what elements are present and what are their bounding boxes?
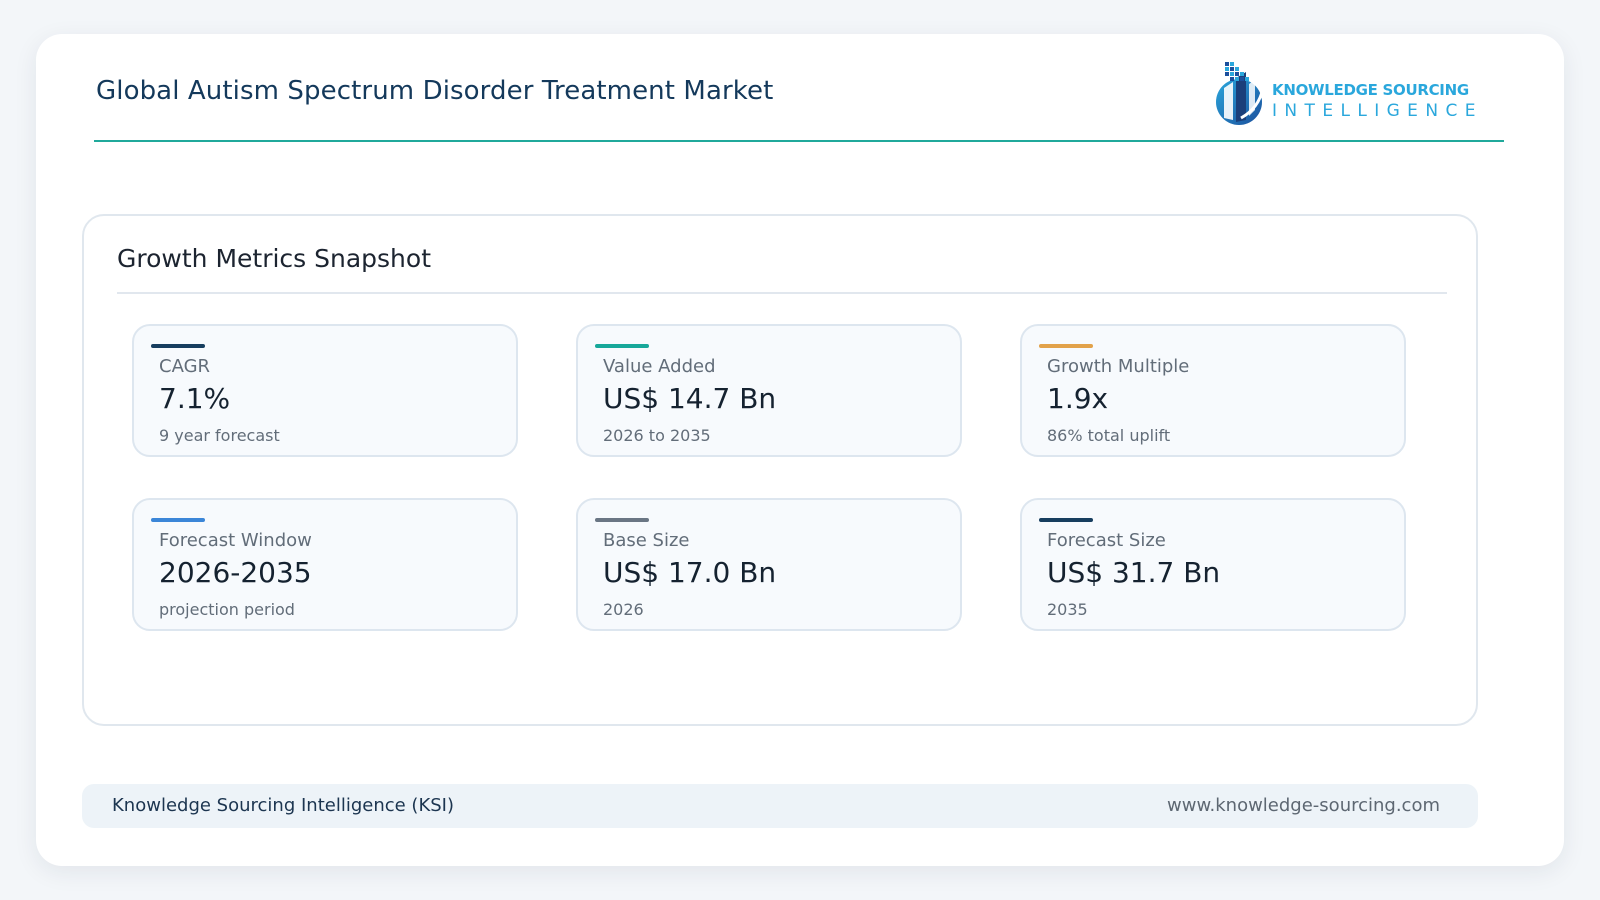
footer-bar: Knowledge Sourcing Intelligence (KSI) ww… bbox=[82, 784, 1478, 828]
page-title: Global Autism Spectrum Disorder Treatmen… bbox=[96, 76, 774, 106]
metric-value: 2026-2035 bbox=[159, 556, 312, 589]
metric-subtext: projection period bbox=[159, 600, 295, 619]
header-divider bbox=[94, 140, 1504, 142]
metric-card-cagr: CAGR 7.1% 9 year forecast bbox=[132, 324, 518, 457]
ksi-logo: KNOWLEDGE SOURCING INTELLIGENCE bbox=[1211, 58, 1491, 130]
metric-label: Forecast Window bbox=[159, 530, 312, 551]
metric-card-forecast-window: Forecast Window 2026-2035 projection per… bbox=[132, 498, 518, 631]
growth-metrics-panel: Growth Metrics Snapshot CAGR 7.1% 9 year… bbox=[82, 214, 1478, 726]
metric-subtext: 86% total uplift bbox=[1047, 426, 1171, 445]
logo-wordmark-bottom: INTELLIGENCE bbox=[1272, 101, 1483, 121]
metric-card-value-added: Value Added US$ 14.7 Bn 2026 to 2035 bbox=[576, 324, 962, 457]
metric-value: US$ 17.0 Bn bbox=[603, 556, 777, 589]
metric-label: Forecast Size bbox=[1047, 530, 1166, 551]
metric-subtext: 2026 bbox=[603, 600, 644, 619]
metric-accent-bar bbox=[595, 518, 649, 522]
footer-website-link[interactable]: www.knowledge-sourcing.com bbox=[1167, 795, 1440, 816]
metric-value: 7.1% bbox=[159, 382, 231, 415]
metric-value: US$ 14.7 Bn bbox=[603, 382, 777, 415]
metric-card-growth-multiple: Growth Multiple 1.9x 86% total uplift bbox=[1020, 324, 1406, 457]
metric-subtext: 2026 to 2035 bbox=[603, 426, 711, 445]
metric-label: Base Size bbox=[603, 530, 690, 551]
metric-accent-bar bbox=[151, 518, 205, 522]
metric-value: 1.9x bbox=[1047, 382, 1109, 415]
metric-accent-bar bbox=[595, 344, 649, 348]
metric-label: Value Added bbox=[603, 356, 716, 377]
logo-wordmark-top: KNOWLEDGE SOURCING bbox=[1272, 81, 1469, 99]
metric-card-forecast-size: Forecast Size US$ 31.7 Bn 2035 bbox=[1020, 498, 1406, 631]
metric-subtext: 9 year forecast bbox=[159, 426, 280, 445]
metric-label: CAGR bbox=[159, 356, 211, 377]
metric-card-base-size: Base Size US$ 17.0 Bn 2026 bbox=[576, 498, 962, 631]
metric-label: Growth Multiple bbox=[1047, 356, 1190, 377]
metric-accent-bar bbox=[1039, 518, 1093, 522]
footer-company: Knowledge Sourcing Intelligence (KSI) bbox=[112, 795, 455, 816]
metric-accent-bar bbox=[1039, 344, 1093, 348]
panel-divider bbox=[117, 292, 1447, 294]
metric-subtext: 2035 bbox=[1047, 600, 1088, 619]
panel-title: Growth Metrics Snapshot bbox=[117, 244, 432, 273]
metric-accent-bar bbox=[151, 344, 205, 348]
building-globe-logo-icon bbox=[1216, 62, 1265, 125]
report-card: Global Autism Spectrum Disorder Treatmen… bbox=[36, 34, 1564, 866]
metric-value: US$ 31.7 Bn bbox=[1047, 556, 1221, 589]
